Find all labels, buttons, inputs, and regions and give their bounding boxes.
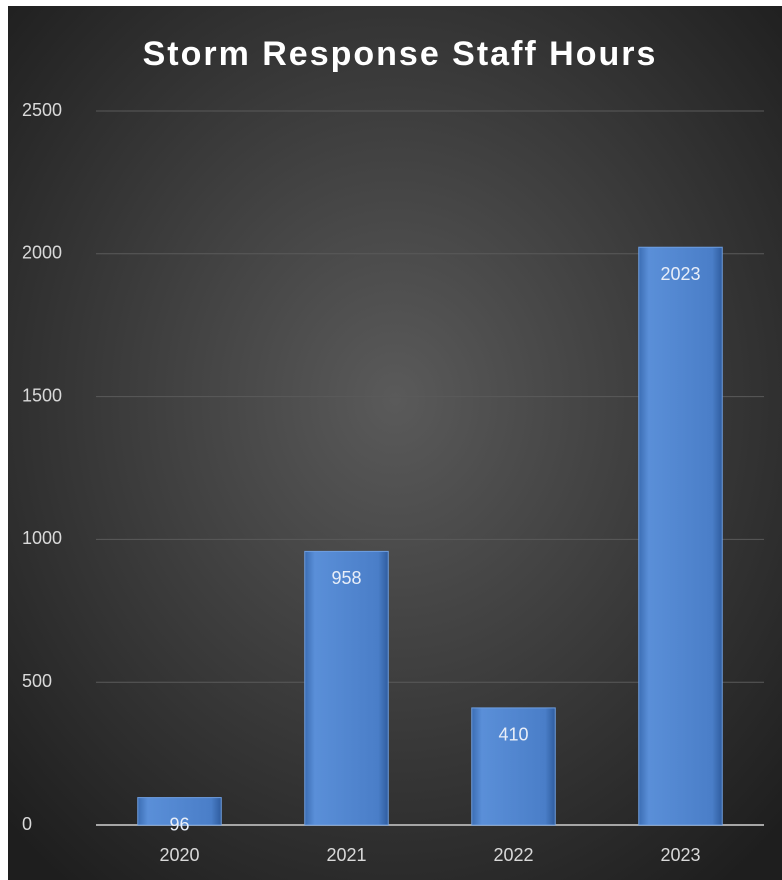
- y-tick-label: 1500: [22, 385, 62, 405]
- bar: [471, 707, 556, 826]
- y-tick-label: 0: [22, 814, 32, 834]
- data-label: 410: [498, 725, 528, 745]
- data-label: 958: [331, 568, 361, 588]
- y-tick-label: 1000: [22, 528, 62, 548]
- x-tick-label: 2021: [326, 845, 366, 865]
- x-tick-label: 2020: [159, 845, 199, 865]
- bar: [304, 550, 389, 826]
- x-tick-label: 2023: [660, 845, 700, 865]
- y-tick-label: 2500: [22, 100, 62, 120]
- y-tick-label: 500: [22, 671, 52, 691]
- x-tick-label: 2022: [493, 845, 533, 865]
- data-label: 96: [169, 814, 189, 834]
- bar: [137, 797, 222, 826]
- y-tick-label: 2000: [22, 243, 62, 263]
- bar: [638, 246, 723, 826]
- chart-title: Storm Response Staff Hours: [143, 35, 658, 73]
- data-label: 2023: [660, 264, 700, 284]
